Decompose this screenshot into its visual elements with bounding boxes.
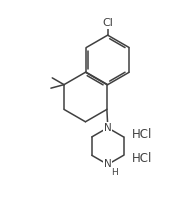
Text: Cl: Cl	[102, 18, 113, 28]
Text: H: H	[112, 168, 118, 177]
Text: N: N	[104, 159, 112, 169]
Text: N: N	[104, 123, 112, 133]
Text: HCl: HCl	[132, 128, 153, 141]
Text: HCl: HCl	[132, 152, 153, 165]
